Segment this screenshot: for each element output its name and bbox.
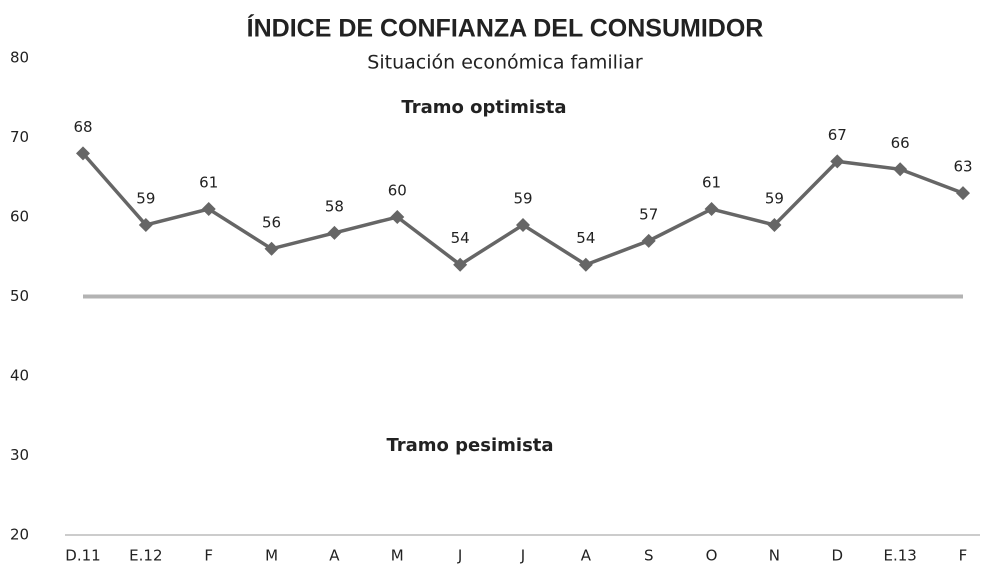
x-tick-label: M	[391, 547, 404, 565]
x-tick-label: J	[457, 547, 462, 565]
marker	[201, 202, 216, 217]
x-tick-label: J	[520, 547, 525, 565]
x-tick-label: N	[769, 547, 780, 565]
x-tick-label: E.13	[883, 547, 916, 565]
marker	[578, 257, 593, 272]
marker	[453, 257, 468, 272]
marker	[704, 202, 719, 217]
data-label: 58	[325, 197, 344, 215]
data-label: 66	[891, 134, 910, 152]
y-tick-label: 40	[10, 367, 29, 385]
data-label: 59	[513, 189, 532, 207]
marker	[641, 233, 656, 248]
x-tick-label: E.12	[129, 547, 162, 565]
marker	[956, 186, 970, 201]
y-tick-label: 30	[10, 446, 29, 464]
data-label: 57	[639, 205, 658, 223]
data-label: 59	[765, 189, 784, 207]
data-label: 61	[199, 174, 218, 192]
marker	[327, 225, 342, 240]
data-label: 54	[451, 229, 470, 247]
y-tick-label: 70	[10, 128, 29, 146]
data-label: 61	[702, 174, 721, 192]
chart-title: ÍNDICE DE CONFIANZA DEL CONSUMIDOR	[247, 14, 764, 43]
y-tick-label: 20	[10, 526, 29, 544]
data-label: 63	[953, 158, 972, 176]
x-tick-label: D	[832, 547, 844, 565]
x-tick-label: S	[644, 547, 654, 565]
annotation: Tramo pesimista	[386, 435, 553, 456]
marker	[264, 241, 279, 256]
marker	[830, 154, 845, 169]
marker	[76, 146, 90, 161]
data-label: 54	[576, 229, 595, 247]
y-tick-label: 60	[10, 208, 29, 226]
data-label: 56	[262, 213, 281, 231]
marker	[138, 217, 153, 232]
x-tick-label: M	[265, 547, 278, 565]
chart-subtitle: Situación económica familiar	[367, 52, 643, 74]
y-tick-label: 50	[10, 287, 29, 305]
x-tick-label: F	[204, 547, 213, 565]
marker	[893, 162, 908, 177]
x-tick-label: O	[706, 547, 718, 565]
y-tick-label: 80	[10, 49, 29, 67]
data-label: 59	[136, 189, 155, 207]
marker	[516, 217, 530, 232]
annotation: Tramo optimista	[401, 97, 566, 118]
data-label: 67	[828, 126, 847, 144]
x-tick-label: F	[959, 547, 968, 565]
x-tick-label: D.11	[65, 547, 100, 565]
marker	[390, 210, 405, 224]
data-label: 68	[73, 118, 92, 136]
data-label: 60	[388, 182, 407, 200]
x-tick-label: A	[581, 547, 592, 565]
x-tick-label: A	[329, 547, 340, 565]
marker	[767, 217, 782, 232]
